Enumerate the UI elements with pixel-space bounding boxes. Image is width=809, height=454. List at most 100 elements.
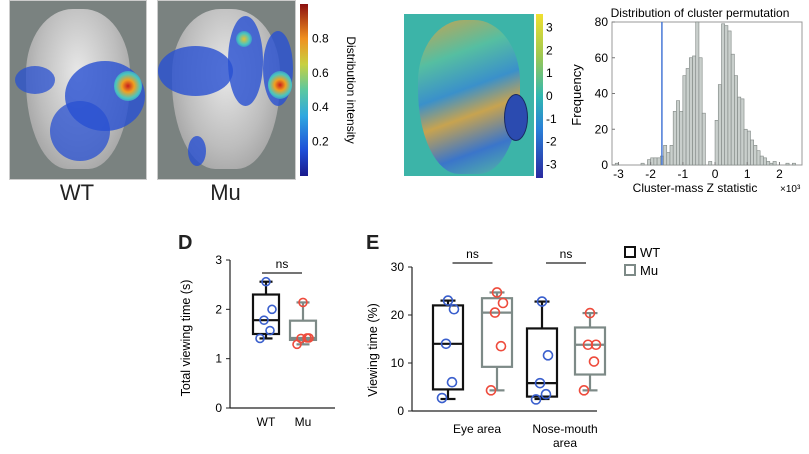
histogram-y-tick-label: 60 (595, 51, 609, 65)
legend-swatch-wt (624, 246, 636, 258)
e-significance-label: ns (560, 247, 573, 261)
e-y-tick-label: 0 (397, 404, 404, 418)
histogram-bar (676, 100, 680, 166)
data-point (302, 333, 312, 343)
z-map-image (404, 14, 534, 176)
d-ylabel: Total viewing time (s) (179, 280, 193, 397)
z-colorbar-gradient (536, 14, 543, 178)
data-point (534, 377, 546, 389)
d-y-tick-label: 2 (215, 302, 222, 316)
data-point (497, 297, 509, 309)
histogram-title: Distribution of cluster permutation (611, 6, 790, 20)
histogram-bar (682, 75, 687, 166)
histogram-bar (679, 111, 684, 166)
histogram-bar (756, 150, 761, 166)
heat-blob (188, 136, 206, 166)
histogram-bar (724, 25, 729, 166)
data-point (261, 276, 271, 287)
histogram-bar (708, 161, 713, 166)
histogram-ylabel: Frequency (570, 64, 584, 126)
legend-swatch-mu (624, 264, 636, 276)
box-iqr (480, 297, 514, 368)
histogram-bar (740, 98, 745, 166)
histogram-x-tick-label: 1 (744, 167, 751, 181)
histogram-x-multiplier: ×10³ (780, 184, 801, 195)
data-point (292, 339, 302, 350)
histogram-bar (743, 128, 748, 166)
histogram-bar (730, 53, 735, 166)
histogram-x-tick-label: -2 (645, 167, 656, 181)
dog-face-zmap (418, 20, 520, 174)
box-iqr (251, 293, 281, 336)
histogram-bar (717, 84, 722, 166)
viewing-time-area-chart: Viewing time (%) 0 10 20 30 Eye area ns Nose-m… (366, 245, 660, 450)
colorbar-tick-label: 0.8 (312, 31, 329, 45)
histogram-bar (692, 55, 697, 166)
histogram-x-tick-label: 2 (776, 167, 783, 181)
data-point (578, 385, 590, 396)
mu-caption: Mu (210, 180, 241, 205)
data-point (588, 356, 600, 367)
e-y-tick-label: 30 (391, 260, 405, 274)
heat-hotspot (114, 71, 142, 101)
histogram-x-tick-label: 0 (712, 167, 719, 181)
data-point (540, 388, 552, 400)
z-colorbar-tick-label: 1 (546, 66, 553, 80)
histogram-x-tick-label: -1 (678, 167, 689, 181)
data-point (489, 307, 501, 318)
histogram-bar (769, 162, 774, 166)
data-point (536, 296, 548, 307)
data-point (582, 339, 594, 351)
histogram-bar (688, 57, 693, 166)
histogram-bar (672, 111, 677, 166)
e-x-tick-label: Eye area (453, 422, 501, 436)
histogram-bar (737, 96, 742, 166)
e-ylabel: Viewing time (%) (366, 303, 380, 397)
histogram-bar (785, 162, 790, 166)
z-colorbar-tick-label: -1 (546, 112, 557, 126)
box-iqr (573, 326, 607, 376)
heat-hotspot (268, 71, 292, 99)
d-y-tick-label: 0 (215, 401, 222, 415)
data-point (485, 385, 497, 396)
data-point (530, 394, 542, 405)
histogram-x-tick-label: -3 (613, 167, 624, 181)
data-point (267, 304, 277, 315)
heat-blob (15, 66, 55, 94)
histogram-chart: Distribution of cluster permutation Freq… (570, 6, 803, 195)
data-point (440, 338, 452, 350)
histogram-y-tick-label: 40 (595, 87, 609, 101)
histogram-bar (653, 157, 658, 166)
histogram-bar (685, 68, 690, 166)
histogram-bar (772, 161, 777, 166)
z-colorbar-tick-label: -2 (546, 135, 557, 149)
histogram-bar (666, 152, 671, 166)
data-point (542, 350, 554, 361)
d-x-tick-label: WT (257, 415, 276, 429)
data-point (436, 392, 448, 404)
histogram-plot-frame (611, 21, 803, 166)
total-viewing-time-chart: Total viewing time (s) 0 1 2 3 WT Mu ns (179, 253, 335, 429)
histogram-bar (734, 75, 738, 166)
d-x-tick-label: Mu (295, 415, 312, 429)
wt-heatmap-image (9, 0, 147, 180)
e-y-tick-label: 20 (391, 308, 405, 322)
d-y-tick-label: 3 (215, 253, 222, 267)
data-point (448, 303, 460, 315)
legend-label-wt: WT (640, 245, 660, 260)
histogram-y-tick-label: 80 (595, 15, 609, 29)
histogram-bar (669, 145, 674, 166)
histogram-bar (695, 21, 700, 166)
colorbar-tick-label: 0.4 (312, 100, 329, 114)
data-point (584, 307, 596, 319)
histogram-bar (759, 155, 764, 166)
histogram-bar (698, 57, 703, 166)
histogram-bar (663, 145, 668, 166)
histogram-y-tick-label: 0 (601, 158, 608, 172)
histogram-y-tick-label: 20 (595, 122, 609, 136)
histogram-bar (721, 23, 726, 166)
legend-label-mu: Mu (640, 263, 658, 278)
histogram-bar (750, 139, 754, 166)
colorbar-tick-label: 0.2 (312, 135, 329, 149)
histogram-bar (746, 130, 751, 166)
